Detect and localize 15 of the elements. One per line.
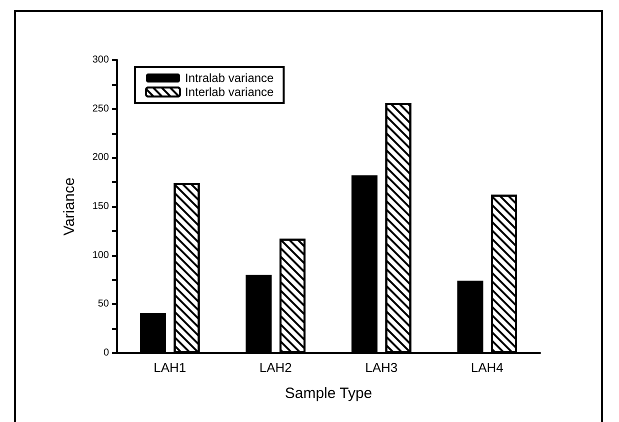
y-tick-label: 300 xyxy=(92,54,110,66)
y-axis-title: Variance xyxy=(61,177,78,236)
y-tick-label: 150 xyxy=(92,201,110,212)
legend-label: Intralab variance xyxy=(185,71,274,85)
x-tick-label: LAH4 xyxy=(470,360,504,375)
x-tick-label: LAH3 xyxy=(365,360,398,375)
y-tick-label: 50 xyxy=(98,298,110,310)
y-tick-label: 250 xyxy=(92,103,110,114)
x-axis-title: Sample Type xyxy=(284,385,372,402)
x-tick-label: LAH2 xyxy=(259,360,292,375)
x-tick-label: LAH1 xyxy=(154,360,186,375)
legend-label: Interlab variance xyxy=(185,85,274,99)
y-tick-label: 100 xyxy=(92,250,110,261)
y-tick-label: 200 xyxy=(92,152,110,164)
y-tick-label: 0 xyxy=(103,348,110,358)
